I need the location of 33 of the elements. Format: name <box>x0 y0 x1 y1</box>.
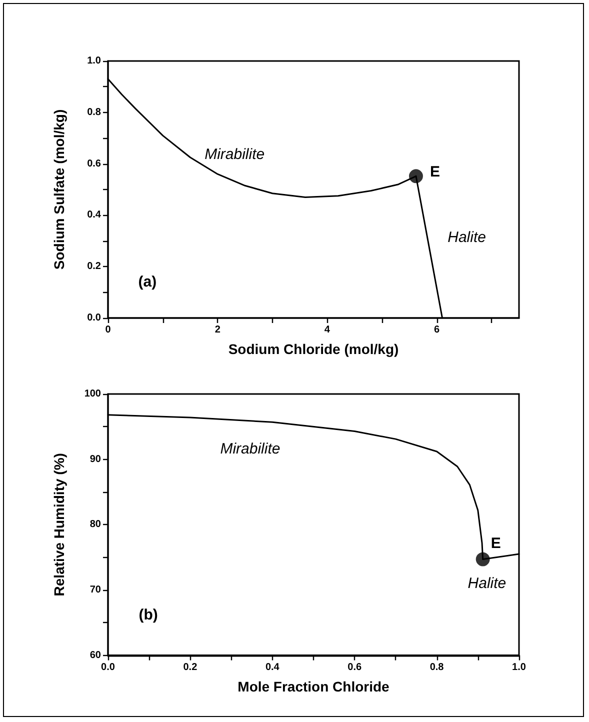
y-tick-label: 0.4 <box>87 210 102 221</box>
y-axis-title: Sodium Sulfate (mol/kg) <box>51 109 67 270</box>
x-tick-label: 0 <box>105 324 112 336</box>
x-tick-label: 6 <box>434 324 440 336</box>
x-tick-label: 4 <box>324 324 330 336</box>
x-tick-label: 0.4 <box>265 662 280 673</box>
y-tick-label: 0.6 <box>87 158 102 170</box>
y-tick-label: 100 <box>84 388 102 400</box>
y-tick-label: 1.0 <box>87 56 102 66</box>
x-tick-label: 0.6 <box>348 662 362 673</box>
y-tick-label: 0.8 <box>87 106 102 118</box>
y-tick-label: 70 <box>90 584 102 596</box>
x-tick-label: 0.8 <box>430 662 444 673</box>
y-tick-label: 90 <box>90 454 102 465</box>
y-axis-title: Relative Humidity (%) <box>51 453 67 596</box>
y-tick-label: 0.0 <box>87 312 102 324</box>
x-axis-title: Mole Fraction Chloride <box>238 678 390 694</box>
y-tick-label: 80 <box>90 519 102 530</box>
annotation: Mirabilite <box>220 440 280 458</box>
annotation: (a) <box>138 274 157 291</box>
x-axis-title: Sodium Chloride (mol/kg) <box>228 341 399 357</box>
annotation: Mirabilite <box>204 146 265 163</box>
x-tick-label: 0.0 <box>101 662 116 673</box>
annotation: Halite <box>468 574 506 592</box>
annotation: E <box>490 534 501 552</box>
annotation: (b) <box>138 606 158 624</box>
annotation: E <box>430 164 440 181</box>
y-tick-label: 60 <box>90 650 102 661</box>
x-tick-label: 1.0 <box>512 662 526 673</box>
x-tick-label: 2 <box>214 324 221 336</box>
annotation: Halite <box>448 229 486 246</box>
y-tick-label: 0.2 <box>87 261 102 272</box>
x-tick-label: 0.2 <box>183 662 198 673</box>
